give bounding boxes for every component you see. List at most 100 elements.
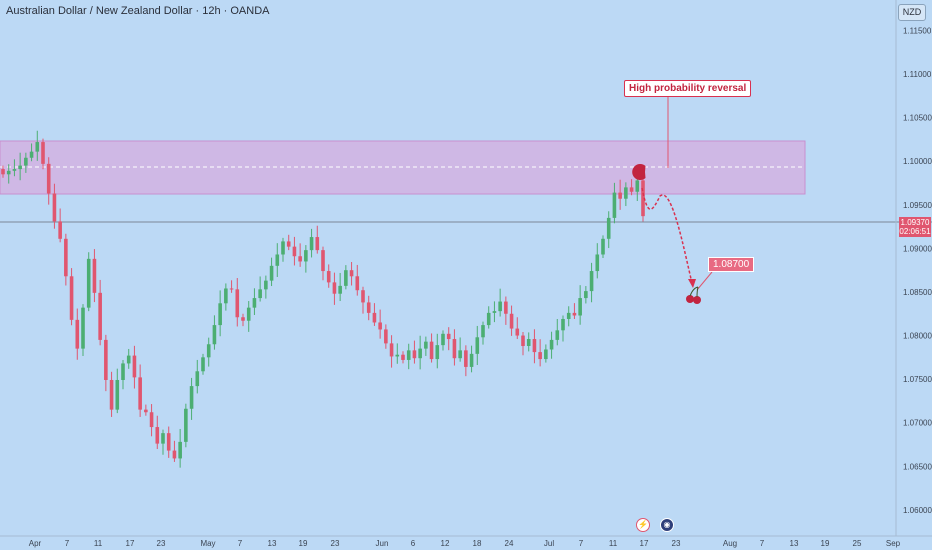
candle-body: [624, 187, 628, 199]
candle-body: [372, 312, 377, 323]
candle-body: [492, 311, 497, 313]
candle-body: [58, 221, 62, 239]
candle-body: [578, 298, 582, 316]
candle-body: [144, 409, 148, 413]
current-price-tag: 1.09370 02:06:51: [899, 217, 931, 237]
candle-body: [378, 322, 382, 330]
currency-button[interactable]: NZD: [898, 4, 926, 21]
flash-icon[interactable]: ⚡: [636, 518, 650, 532]
target-connector-line: [696, 271, 713, 291]
candle-body: [35, 142, 40, 152]
candle-body: [321, 250, 325, 272]
candle-body: [281, 241, 285, 255]
candle-body: [526, 339, 531, 347]
candle-body: [246, 307, 251, 321]
candle-body: [361, 290, 365, 303]
x-tick-label: 7: [579, 539, 584, 548]
x-tick-label: 23: [157, 539, 166, 548]
candles-layer: [1, 130, 645, 468]
candle-body: [612, 192, 617, 218]
candle-body: [566, 312, 571, 319]
candle-body: [286, 241, 291, 247]
candle-body: [24, 157, 28, 166]
candle-body: [206, 344, 211, 358]
y-tick-label: 1.09500: [903, 201, 932, 210]
candle-body: [509, 313, 514, 329]
candle-body: [429, 341, 434, 360]
candle-body: [189, 386, 194, 409]
candle-body: [315, 237, 320, 251]
candle-body: [395, 354, 400, 357]
x-tick-label: 19: [821, 539, 830, 548]
candle-body: [138, 377, 142, 410]
candle-body: [452, 339, 457, 359]
candle-body: [104, 339, 108, 380]
candle-body: [121, 363, 125, 380]
candle-body: [464, 350, 468, 367]
y-tick-label: 1.11000: [903, 70, 932, 79]
candle-body: [589, 271, 594, 292]
x-tick-label: 11: [609, 539, 618, 548]
candle-body: [161, 433, 165, 444]
candle-body: [29, 151, 34, 158]
candle-body: [126, 355, 131, 364]
candle-body: [132, 355, 137, 378]
x-tick-label: 7: [65, 539, 70, 548]
candle-body: [229, 288, 234, 290]
y-tick-label: 1.10500: [903, 114, 932, 123]
candle-body: [218, 303, 222, 326]
x-tick-label: 13: [268, 539, 277, 548]
x-tick-label: Sep: [886, 539, 901, 548]
candle-body: [269, 265, 274, 281]
bar-countdown: 02:06:51: [899, 227, 931, 236]
candle-body: [486, 312, 491, 326]
candle-body: [469, 353, 474, 367]
y-tick-label: 1.07000: [903, 419, 932, 428]
x-tick-label: May: [200, 539, 215, 548]
target-price-label[interactable]: 1.08700: [708, 257, 755, 272]
candle-body: [549, 339, 554, 350]
candle-body: [504, 301, 508, 314]
candle-body: [178, 441, 182, 459]
candle-body: [595, 254, 600, 272]
x-tick-label: 6: [411, 539, 416, 548]
candle-body: [384, 329, 388, 344]
x-tick-label: Apr: [29, 539, 42, 548]
x-tick-label: Jun: [376, 539, 389, 548]
candle-body: [109, 379, 114, 410]
candle-body: [349, 270, 354, 277]
candle-body: [18, 165, 22, 170]
candle-body: [184, 408, 188, 442]
x-tick-label: 17: [126, 539, 135, 548]
candle-body: [629, 187, 634, 192]
candle-body: [212, 325, 217, 345]
candle-body: [355, 276, 360, 291]
candle-body: [418, 348, 422, 359]
candle-body: [304, 250, 308, 262]
candle-body: [606, 217, 611, 239]
y-tick-label: 1.08500: [903, 288, 932, 297]
flag-icon[interactable]: ◉: [660, 518, 674, 532]
pacman-icon: [632, 163, 646, 180]
candle-body: [1, 169, 5, 175]
candle-body: [406, 350, 411, 360]
candle-body: [224, 288, 228, 304]
candle-body: [258, 289, 262, 299]
x-tick-label: 23: [331, 539, 340, 548]
current-price-value: 1.09370: [900, 218, 930, 227]
candle-body: [561, 318, 565, 331]
x-axis: Apr 7 11 17 23 May 7 13 19 23 Jun 6 12 18 24 Jul 7 11 17 23…: [29, 539, 901, 548]
candle-body: [366, 302, 371, 313]
candle-body: [75, 319, 80, 349]
reversal-callout[interactable]: High probability reversal: [624, 80, 752, 97]
x-tick-label: 7: [760, 539, 765, 548]
candle-body: [6, 170, 11, 175]
y-tick-label: 1.10000: [903, 157, 932, 166]
x-tick-label: 7: [238, 539, 243, 548]
x-tick-label: 19: [299, 539, 308, 548]
candle-body: [481, 325, 485, 338]
candle-body: [12, 169, 17, 171]
candle-body: [584, 291, 588, 299]
candle-body: [601, 238, 605, 255]
